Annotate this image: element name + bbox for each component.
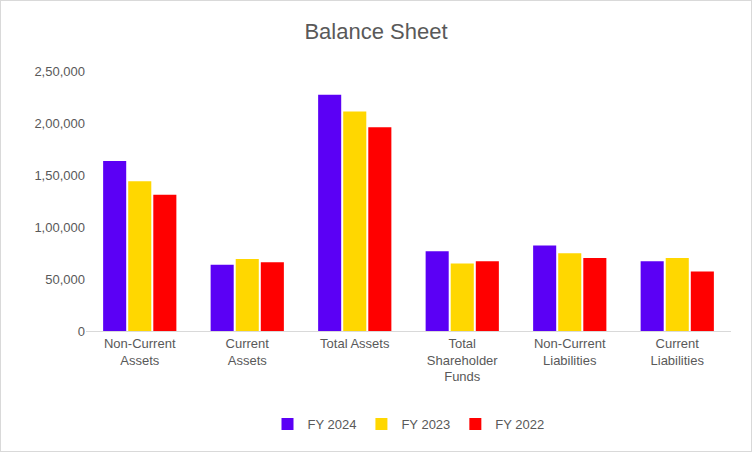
svg-text:FY 2024: FY 2024 (308, 417, 357, 432)
svg-text:2,00,000: 2,00,000 (34, 116, 85, 131)
svg-text:2,50,000: 2,50,000 (34, 64, 85, 79)
svg-text:1,50,000: 1,50,000 (34, 168, 85, 183)
svg-text:Balance Sheet: Balance Sheet (304, 19, 447, 44)
svg-text:FY 2023: FY 2023 (401, 417, 450, 432)
svg-text:FY 2022: FY 2022 (495, 417, 544, 432)
svg-text:0: 0 (78, 324, 85, 339)
svg-text:1,00,000: 1,00,000 (34, 220, 85, 235)
svg-text:Non-CurrentLiabilities: Non-CurrentLiabilities (534, 336, 606, 368)
svg-text:50,000: 50,000 (45, 272, 85, 287)
svg-text:CurrentLiabilities: CurrentLiabilities (651, 336, 705, 368)
svg-text:TotalShareholderFunds: TotalShareholderFunds (427, 336, 498, 385)
svg-text:Total Assets: Total Assets (320, 336, 390, 351)
svg-text:Non-CurrentAssets: Non-CurrentAssets (104, 336, 176, 368)
svg-text:CurrentAssets: CurrentAssets (226, 336, 270, 368)
